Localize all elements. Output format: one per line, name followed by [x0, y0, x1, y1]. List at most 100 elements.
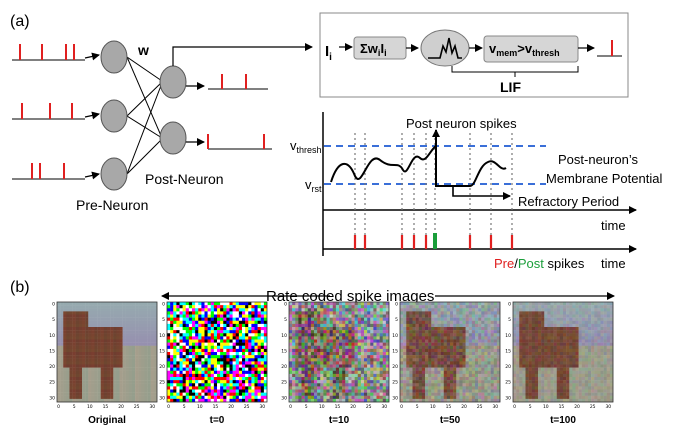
y-tick-label: 15 [281, 348, 287, 354]
input-spike-train-3 [12, 163, 100, 180]
spike-image-original: 0 0 5 5 10 10 15 15 20 20 25 25 30 30 Original [49, 301, 158, 426]
y-tick-label: 25 [49, 380, 55, 386]
weighted-sum-label: ΣwiIi [360, 41, 387, 58]
x-tick-label: 15 [446, 404, 452, 410]
refractory-label: Refractory Period [518, 194, 619, 209]
x-tick-label: 20 [118, 404, 124, 410]
x-tick-label: 0 [400, 404, 403, 410]
x-tick-label: 10 [197, 404, 203, 410]
y-tick-label: 20 [392, 364, 398, 370]
x-tick-label: 20 [461, 404, 467, 410]
y-tick-label: 25 [505, 380, 511, 386]
x-tick-label: 10 [430, 404, 436, 410]
x-tick-label: 5 [183, 404, 186, 410]
y-tick-label: 10 [159, 333, 165, 339]
x-tick-label: 30 [492, 404, 498, 410]
input-spike-train-1 [12, 44, 100, 61]
x-tick-label: 15 [103, 404, 109, 410]
y-tick-label: 20 [281, 364, 287, 370]
x-tick-label: 30 [605, 404, 611, 410]
image-caption: Original [88, 415, 126, 426]
y-tick-label: 25 [392, 380, 398, 386]
threshold-compare-label: vmem>vthresh [489, 41, 560, 58]
weight-label: w [137, 42, 149, 58]
x-tick-label: 20 [574, 404, 580, 410]
membrane-label-1: Post-neuron’s [558, 152, 638, 167]
output-spike-train-2 [186, 134, 272, 150]
y-tick-label: 15 [159, 348, 165, 354]
post-neuron-2 [159, 121, 187, 155]
x-tick-label: 0 [57, 404, 60, 410]
x-tick-label: 10 [87, 404, 93, 410]
spike-image-blend100: 0 0 5 5 10 10 15 15 20 20 25 25 30 30 t=100 [505, 301, 614, 426]
y-tick-label: 15 [505, 348, 511, 354]
y-tick-label: 10 [49, 333, 55, 339]
y-tick-label: 10 [392, 333, 398, 339]
x-tick-label: 20 [228, 404, 234, 410]
lif-input-label: Ii [325, 43, 332, 63]
y-tick-label: 5 [395, 317, 398, 323]
synapse-connections [126, 56, 163, 175]
x-tick-label: 25 [134, 404, 140, 410]
y-tick-label: 0 [508, 302, 511, 308]
y-tick-label: 5 [162, 317, 165, 323]
pre-neuron-3 [100, 157, 128, 191]
x-tick-label: 10 [543, 404, 549, 410]
x-tick-label: 5 [305, 404, 308, 410]
image-frame [166, 301, 268, 403]
image-frame [56, 301, 158, 403]
x-tick-label: 5 [416, 404, 419, 410]
y-tick-label: 20 [159, 364, 165, 370]
refractory-arrow [452, 186, 511, 200]
y-tick-label: 30 [392, 395, 398, 401]
spike-image-blend10: 0 0 5 5 10 10 15 15 20 20 25 25 30 30 t=10 [281, 301, 390, 426]
pre-neuron-2 [100, 99, 128, 133]
y-tick-label: 25 [281, 380, 287, 386]
y-tick-label: 10 [505, 333, 511, 339]
banner-label: Rate coded spike images [266, 288, 434, 305]
membrane-waveform-icon [428, 37, 462, 59]
y-tick-label: 20 [49, 364, 55, 370]
v-thresh-label: vthresh [290, 138, 322, 155]
image-frame [399, 301, 501, 403]
panel-b-label: (b) [10, 279, 30, 296]
x-tick-label: 5 [73, 404, 76, 410]
spike-image-blend50: 0 0 5 5 10 10 15 15 20 20 25 25 30 30 t=50 [392, 301, 501, 426]
x-tick-label: 0 [289, 404, 292, 410]
y-tick-label: 30 [49, 395, 55, 401]
pre-neuron-1 [100, 40, 128, 74]
post-neuron-1 [159, 65, 187, 99]
y-tick-label: 20 [505, 364, 511, 370]
output-spike-train-1 [186, 74, 268, 90]
image-caption: t=50 [440, 415, 461, 426]
x-tick-label: 10 [319, 404, 325, 410]
to-lif-arrow [172, 43, 313, 66]
image-caption: t=10 [329, 415, 350, 426]
image-frame [512, 301, 614, 403]
lif-label: LIF [500, 79, 521, 95]
y-tick-label: 0 [395, 302, 398, 308]
image-caption: t=100 [550, 415, 576, 426]
x-tick-label: 20 [350, 404, 356, 410]
y-tick-label: 0 [284, 302, 287, 308]
x-tick-label: 15 [213, 404, 219, 410]
image-frame [288, 301, 390, 403]
x-tick-label: 15 [559, 404, 565, 410]
membrane-integrator [420, 29, 470, 67]
y-tick-label: 15 [49, 348, 55, 354]
x-tick-label: 25 [590, 404, 596, 410]
pre-spike-marks [353, 235, 514, 249]
spike-image-row: 0 0 5 5 10 10 15 15 20 20 25 25 30 30 Original 0 0 5 5 10 10… [49, 301, 614, 426]
y-tick-label: 15 [392, 348, 398, 354]
x-tick-label: 15 [335, 404, 341, 410]
y-tick-label: 30 [505, 395, 511, 401]
time-label-upper: time [601, 218, 626, 233]
v-rst-label: vrst [305, 177, 322, 194]
lif-output-spike [597, 40, 622, 57]
membrane-label-2: Membrane Potential [546, 171, 662, 186]
image-caption: t=0 [210, 415, 225, 426]
y-tick-label: 5 [284, 317, 287, 323]
x-tick-label: 25 [244, 404, 250, 410]
x-tick-label: 30 [149, 404, 155, 410]
